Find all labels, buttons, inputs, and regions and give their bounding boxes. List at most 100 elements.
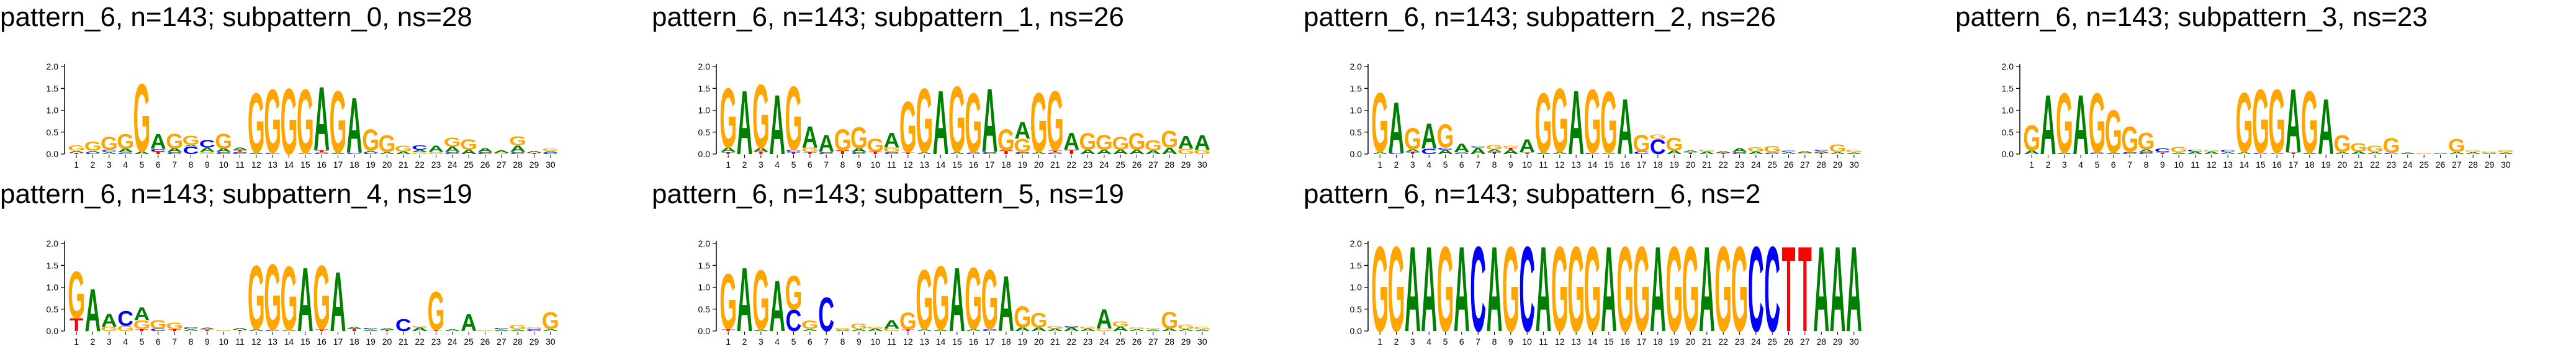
logo-letter-A: A <box>117 148 133 153</box>
x-tick-label: 29 <box>2485 160 2495 170</box>
logo-letter-A: A <box>1421 117 1437 157</box>
logo-letter-T: T <box>70 314 83 335</box>
logo-letter-G: G <box>1584 70 1601 173</box>
logo-letter-C: C <box>818 287 834 341</box>
logo-letter-C: C <box>493 328 510 330</box>
logo-letter-G: G <box>1096 328 1113 332</box>
logo-letter-G: G <box>1194 148 1211 155</box>
x-tick-label: 10 <box>2174 160 2184 170</box>
x-tick-label: 2 <box>742 337 747 347</box>
y-tick-label: 1.5 <box>1350 83 1362 93</box>
logo-letter-C: C <box>1650 135 1666 159</box>
logo-letter-A: A <box>2465 152 2481 155</box>
logo-letter-G: G <box>493 152 510 154</box>
x-tick-label: 14 <box>284 160 294 170</box>
logo-letter-A: A <box>2400 152 2416 155</box>
y-tick-label: 1.5 <box>47 83 59 93</box>
logo-letter-C: C <box>444 152 461 155</box>
logo-letter-A: A <box>2269 152 2285 154</box>
logo-letter-C: C <box>1014 152 1030 155</box>
logo-letter-G: G <box>1747 146 1765 153</box>
logo-letter-G: G <box>1014 301 1031 335</box>
logo-letter-C: C <box>2220 149 2236 152</box>
y-tick-label: 0.5 <box>1350 127 1362 137</box>
x-tick-label: 8 <box>1492 337 1497 347</box>
x-tick-label: 28 <box>1816 160 1826 170</box>
logo-letter-C: C <box>150 148 166 152</box>
logo-letter-A: A <box>933 329 949 332</box>
logo-letter-A: A <box>461 148 477 155</box>
logo-letter-A: A <box>802 120 818 155</box>
logo-letter-A: A <box>1405 148 1421 152</box>
logo-letter-C: C <box>982 152 998 155</box>
x-tick-label: 14 <box>936 337 946 347</box>
logo-letter-A: A <box>85 276 101 344</box>
logo-letter-C: C <box>264 152 281 154</box>
logo-letter-G: G <box>460 136 477 153</box>
y-tick-label: 1.5 <box>47 260 59 270</box>
logo-letter-G: G <box>248 246 265 348</box>
logo-letter-A: A <box>737 71 753 174</box>
x-tick-label: 22 <box>1066 160 1076 170</box>
logo-letter-C: C <box>2155 148 2171 153</box>
logo-letter-C: C <box>183 327 199 329</box>
logo-letter-T: T <box>1798 221 1812 354</box>
logo-svg-1: pattern_6, n=143; subpattern_1, ns=26 0.0… <box>652 2 1211 174</box>
y-tick-label: 1.5 <box>698 260 711 270</box>
logo-letter-C: C <box>1585 152 1601 154</box>
logo-letter-T: T <box>1065 148 1078 155</box>
x-tick-label: 22 <box>415 337 425 347</box>
logo-letter-G: G <box>1535 76 1552 171</box>
logo-letter-A: A <box>101 310 117 330</box>
logo-letter-A: A <box>753 147 769 152</box>
x-tick-label: 24 <box>1099 160 1109 170</box>
logo-letter-C: C <box>1764 221 1780 354</box>
logo-letter-G: G <box>379 130 396 157</box>
logo-letter-G: G <box>1112 320 1129 328</box>
x-tick-label: 8 <box>189 337 194 347</box>
x-tick-label: 28 <box>513 337 523 347</box>
logo-letter-G: G <box>395 143 412 153</box>
x-tick-label: 2 <box>91 160 96 170</box>
x-tick-label: 26 <box>1132 160 1142 170</box>
logo-letter-G: G <box>1698 149 1716 152</box>
x-tick-label: 7 <box>2127 160 2132 170</box>
logo-letter-T: T <box>836 150 850 155</box>
x-tick-label: 25 <box>1115 337 1125 347</box>
logo-letter-A: A <box>330 152 346 155</box>
logo-letter-C: C <box>232 152 248 155</box>
x-tick-label: 27 <box>1800 337 1810 347</box>
logo-letter-G: G <box>2497 150 2515 153</box>
logo-letter-G: G <box>981 252 999 347</box>
logo-letter-A: A <box>313 67 330 170</box>
logo-letter-A: A <box>835 329 851 331</box>
logo-letter-A: A <box>1161 146 1178 157</box>
x-tick-label: 7 <box>824 160 829 170</box>
logo-letter-C: C <box>1748 221 1764 354</box>
logo-letter-A: A <box>134 304 150 324</box>
x-tick-label: 2 <box>1394 160 1399 170</box>
x-tick-label: 15 <box>1604 160 1614 170</box>
logo-svg-0: pattern_6, n=143; subpattern_0, ns=28 0.0… <box>0 2 559 175</box>
logo-letter-A: A <box>1031 152 1047 155</box>
x-tick-label: 25 <box>464 160 474 170</box>
x-tick-label: 1 <box>1377 337 1382 347</box>
logo-letter-A: A <box>1503 148 1519 155</box>
y-tick-label: 0.0 <box>1350 149 1362 159</box>
logo-letter-C: C <box>786 149 802 152</box>
logo-letter-A: A <box>1047 328 1063 332</box>
x-tick-label: 11 <box>235 337 245 347</box>
x-tick-label: 26 <box>1784 160 1794 170</box>
x-tick-label: 19 <box>1017 160 1027 170</box>
logo-letter-G: G <box>68 144 85 152</box>
x-tick-label: 9 <box>1508 160 1513 170</box>
x-tick-label: 20 <box>1034 337 1044 347</box>
x-tick-label: 24 <box>1751 337 1761 347</box>
logo-letter-A: A <box>949 248 965 351</box>
y-tick-label: 0.5 <box>1350 304 1362 314</box>
x-tick-label: 14 <box>284 337 294 347</box>
logo-letter-G: G <box>84 138 102 153</box>
logo-letter-A: A <box>2498 152 2514 155</box>
x-tick-label: 8 <box>840 160 845 170</box>
logo-letter-A: A <box>248 329 264 332</box>
